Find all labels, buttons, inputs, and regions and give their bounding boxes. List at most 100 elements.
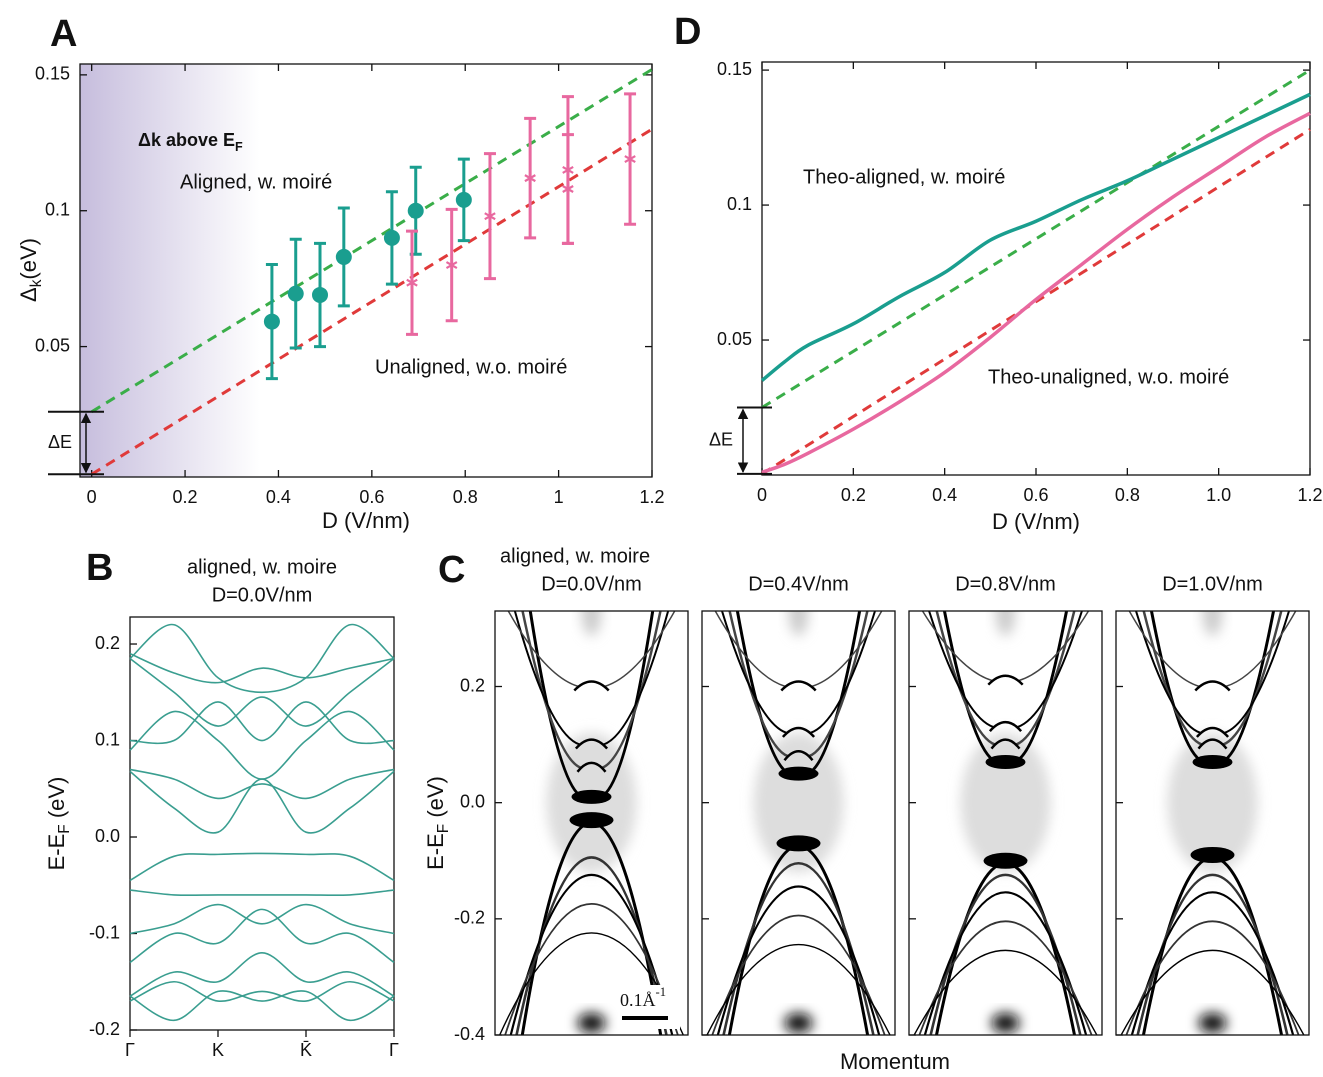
band-line — [129, 952, 395, 997]
band-line — [129, 652, 395, 684]
series-label: Aligned, w. moiré — [180, 171, 332, 193]
y-tick-label: 0.1 — [45, 199, 70, 219]
y-tick-label: 0.2 — [95, 633, 120, 653]
spectral-blob — [1192, 755, 1233, 770]
band-line — [129, 768, 395, 800]
x-tick-label: 1.2 — [639, 487, 664, 507]
spectral-blob — [776, 835, 821, 852]
panel-letter: C — [438, 549, 465, 591]
data-point — [335, 248, 352, 265]
y-tick-label: 0.0 — [95, 826, 120, 846]
x-axis-label: Momentum — [840, 1049, 950, 1074]
spectral-line — [1018, 611, 1090, 682]
spectrum — [706, 611, 891, 1035]
spectral-line — [1136, 873, 1289, 1035]
annotation: Δk above EF — [138, 130, 243, 155]
x-axis-label: D (V/nm) — [992, 509, 1080, 534]
spectral-blob — [983, 852, 1028, 869]
spectral-line — [921, 611, 993, 682]
annotation-part: F — [235, 140, 243, 154]
band-line — [129, 701, 395, 745]
y-tick-label: 0.15 — [35, 64, 70, 84]
spectral-line — [574, 738, 609, 750]
band-line — [129, 889, 395, 897]
spectral-line — [1120, 949, 1305, 1035]
data-point — [455, 191, 472, 208]
spectral-line — [521, 611, 582, 769]
y-axis-label-part: F — [56, 824, 73, 833]
y-tick-label: -0.4 — [454, 1024, 485, 1044]
spectral-blob — [569, 812, 614, 829]
spectral-line — [711, 914, 886, 1035]
spectral-haze — [1167, 732, 1258, 873]
x-tick-label: K̄ — [300, 1040, 312, 1060]
band-line — [129, 657, 395, 727]
band-line — [129, 770, 395, 834]
chart-subtitle: aligned, w. moire — [500, 545, 650, 567]
panel-letter: D — [674, 11, 701, 53]
delta-label: ΔE — [709, 429, 733, 449]
shade-region — [80, 64, 260, 477]
fit-line — [761, 68, 1311, 409]
plot-frame — [129, 616, 395, 1031]
spectrum — [1120, 611, 1305, 1035]
y-tick-label: -0.2 — [454, 908, 485, 928]
x-tick-label: 0.8 — [453, 487, 478, 507]
y-axis-label-part: (eV) — [16, 238, 41, 280]
x-tick-label: Γ — [125, 1040, 135, 1060]
spectral-line — [515, 856, 668, 1035]
y-tick-label: 0.0 — [460, 791, 485, 811]
spectral-line — [1130, 891, 1295, 1035]
image-frame — [1115, 610, 1310, 1036]
spectral-line — [928, 611, 995, 729]
scale-bar-label: 0.1Å-1 — [620, 985, 666, 1010]
spectral-haze — [995, 611, 1016, 636]
spectral-line — [913, 949, 1098, 1035]
y-tick-label: 0.2 — [460, 675, 485, 695]
data-point — [406, 276, 418, 289]
y-axis-label-part: E-E — [44, 834, 69, 871]
panel-letter: B — [86, 547, 113, 589]
image-frame — [701, 610, 896, 1036]
spectral-line — [1142, 611, 1203, 746]
y-tick-label: 0.1 — [727, 194, 752, 214]
data-point — [407, 202, 424, 219]
y-tick-label: 0.1 — [95, 729, 120, 749]
x-tick-label: 0.2 — [841, 485, 866, 505]
spectral-line — [507, 611, 579, 688]
spectral-line — [935, 611, 996, 746]
fit-line — [90, 127, 653, 476]
fit-line — [90, 68, 653, 414]
x-tick-label: Γ — [389, 1040, 399, 1060]
spectral-line — [1128, 611, 1200, 688]
scale-bar-label-part: -1 — [656, 985, 667, 999]
panel-title: D=0.0V/nm — [541, 573, 642, 595]
plot-frame — [761, 61, 1311, 476]
data-point — [312, 286, 329, 303]
series-line — [760, 92, 1311, 382]
spectral-blob — [778, 766, 819, 781]
data-point — [624, 153, 636, 166]
spectral-line — [987, 674, 1024, 686]
y-axis-label: E-EF (eV) — [423, 776, 452, 870]
spectral-line — [728, 611, 789, 758]
spectral-line — [714, 611, 786, 688]
x-tick-label: 0.4 — [266, 487, 291, 507]
data-point — [287, 285, 304, 302]
spectral-line — [923, 891, 1088, 1035]
y-axis-label-part: E-E — [423, 833, 448, 870]
spectral-line — [576, 761, 607, 773]
spectral-line — [1223, 611, 1291, 734]
spectral-blob — [1198, 1013, 1227, 1033]
spectral-line — [988, 720, 1023, 733]
data-point — [263, 313, 280, 330]
x-tick-label: 0 — [757, 485, 767, 505]
spectral-line — [1015, 611, 1076, 746]
spectral-line — [528, 611, 583, 799]
image-frame — [494, 610, 689, 1036]
data-point — [445, 259, 458, 272]
spectral-line — [780, 680, 817, 692]
plot-frame — [79, 63, 653, 478]
spectral-line — [600, 611, 655, 799]
